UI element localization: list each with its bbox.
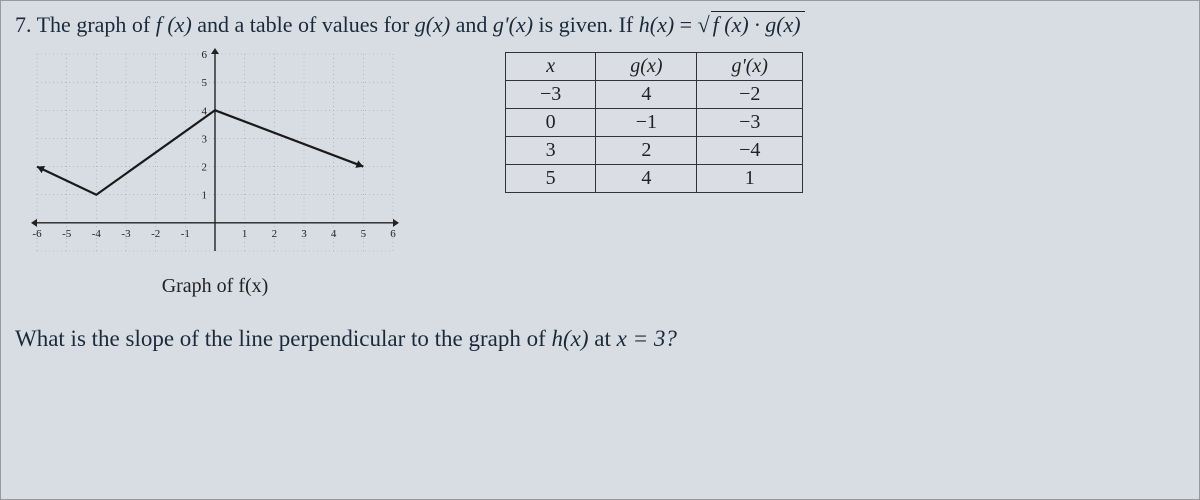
table-cell: −1 xyxy=(596,109,697,137)
table-cell: −4 xyxy=(697,137,802,165)
fx: f (x) xyxy=(156,12,192,37)
table-header-row: x g(x) g'(x) xyxy=(506,53,803,81)
gprime: g'(x) xyxy=(493,12,533,37)
svg-text:6: 6 xyxy=(390,228,396,240)
hx: h(x) xyxy=(552,326,589,351)
radicand: f (x) · g(x) xyxy=(711,11,805,38)
x-value: x = 3? xyxy=(617,326,677,351)
values-table-panel: x g(x) g'(x) −34−20−1−332−4541 xyxy=(505,52,803,193)
table-cell: 0 xyxy=(506,109,596,137)
svg-text:3: 3 xyxy=(202,133,208,145)
table-row: −34−2 xyxy=(506,81,803,109)
svg-text:2: 2 xyxy=(272,228,278,240)
svg-text:1: 1 xyxy=(202,190,208,202)
svg-text:6: 6 xyxy=(202,49,208,61)
col-gprime: g'(x) xyxy=(697,53,802,81)
svg-text:-1: -1 xyxy=(181,228,190,240)
table-cell: 4 xyxy=(596,81,697,109)
graph-caption: Graph of f(x) xyxy=(15,275,415,298)
table-cell: −2 xyxy=(697,81,802,109)
table-cell: 3 xyxy=(506,137,596,165)
graph-panel: -6-5-4-3-2-1123456123456 Graph of f(x) xyxy=(15,44,415,298)
table-row: 541 xyxy=(506,165,803,193)
values-table: x g(x) g'(x) −34−20−1−332−4541 xyxy=(505,52,803,193)
table-cell: 2 xyxy=(596,137,697,165)
svg-text:-3: -3 xyxy=(121,228,131,240)
table-row: 32−4 xyxy=(506,137,803,165)
table-cell: 5 xyxy=(506,165,596,193)
text: What is the slope of the line perpendicu… xyxy=(15,326,552,351)
f-graph xyxy=(37,110,363,194)
graph-of-f: -6-5-4-3-2-1123456123456 xyxy=(15,44,415,279)
text: and xyxy=(456,12,493,37)
equals: = xyxy=(680,12,698,37)
table-cell: 1 xyxy=(697,165,802,193)
svg-text:4: 4 xyxy=(331,228,337,240)
svg-text:-5: -5 xyxy=(62,228,72,240)
svg-text:2: 2 xyxy=(202,162,208,174)
text: is given. If xyxy=(539,12,639,37)
text: at xyxy=(594,326,616,351)
table-cell: 4 xyxy=(596,165,697,193)
problem-statement: 7. The graph of f (x) and a table of val… xyxy=(15,11,1185,38)
hx: h(x) xyxy=(639,12,674,37)
svg-text:-4: -4 xyxy=(92,228,102,240)
svg-text:5: 5 xyxy=(202,77,208,89)
col-x: x xyxy=(506,53,596,81)
text: The graph of xyxy=(37,12,156,37)
question-text: What is the slope of the line perpendicu… xyxy=(15,326,1185,352)
table-cell: −3 xyxy=(697,109,802,137)
gx: g(x) xyxy=(415,12,450,37)
radical-sign: √ xyxy=(698,12,710,37)
table-row: 0−1−3 xyxy=(506,109,803,137)
svg-text:1: 1 xyxy=(242,228,248,240)
text: and a table of values for xyxy=(197,12,414,37)
problem-number: 7. xyxy=(15,12,32,37)
svg-text:5: 5 xyxy=(361,228,367,240)
table-cell: −3 xyxy=(506,81,596,109)
svg-text:3: 3 xyxy=(301,228,307,240)
svg-text:-6: -6 xyxy=(32,228,42,240)
svg-text:-2: -2 xyxy=(151,228,160,240)
col-gx: g(x) xyxy=(596,53,697,81)
